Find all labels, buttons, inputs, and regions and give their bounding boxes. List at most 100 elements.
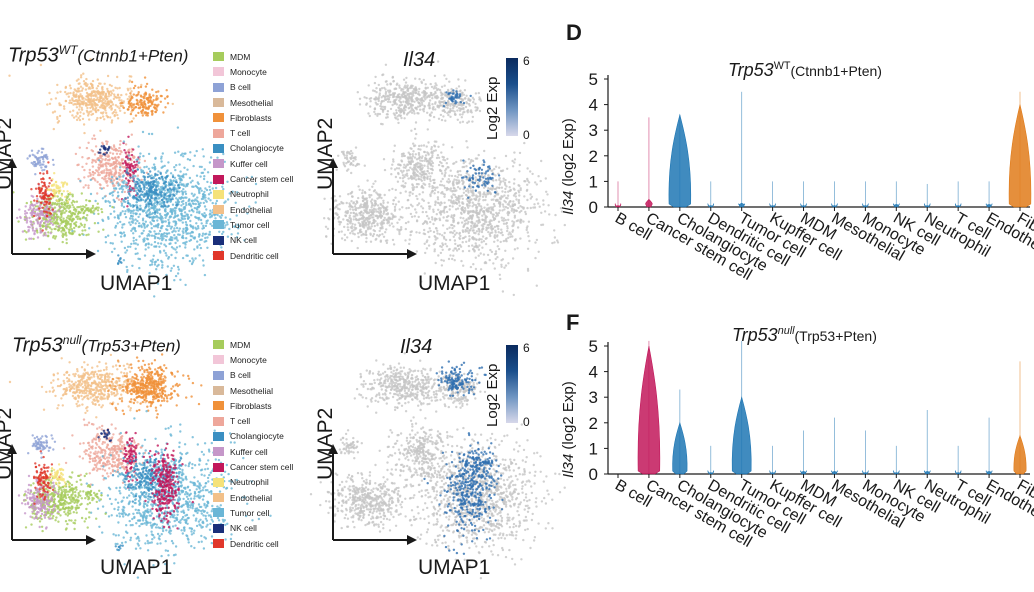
cell-point	[29, 220, 32, 223]
cell-point	[423, 96, 426, 99]
cell-point	[108, 106, 111, 109]
cell-point	[54, 210, 57, 213]
cell-point	[77, 78, 80, 81]
cell-point	[126, 245, 130, 248]
cell-point	[466, 109, 469, 113]
cell-point	[119, 235, 123, 238]
cell-point	[384, 63, 388, 66]
cell-point	[534, 181, 537, 184]
cell-point	[392, 158, 395, 161]
cell-point	[181, 256, 185, 260]
cell-point	[430, 85, 434, 89]
cell-point	[87, 114, 90, 117]
cell-point	[78, 225, 81, 228]
cell-point	[535, 198, 538, 201]
cell-point	[160, 191, 163, 194]
cell-point	[171, 102, 174, 106]
cell-point	[105, 140, 108, 143]
cell-point	[82, 215, 85, 219]
cell-point	[363, 164, 366, 167]
cell-point	[145, 242, 148, 246]
cell-point	[439, 91, 443, 94]
cell-point	[159, 242, 163, 245]
cell-point	[45, 224, 48, 227]
cell-point	[452, 249, 455, 252]
cell-point	[207, 197, 210, 200]
cell-point	[511, 257, 515, 260]
cell-point	[141, 209, 145, 213]
cell-point	[34, 173, 37, 176]
cell-point	[151, 258, 155, 261]
cell-point	[113, 247, 116, 250]
cell-point	[183, 152, 186, 155]
cell-point	[389, 82, 392, 86]
cell-point	[139, 152, 142, 155]
cell-point	[152, 184, 155, 187]
cell-point	[146, 114, 149, 117]
cell-point	[93, 101, 96, 105]
cell-point	[59, 197, 62, 200]
cell-point	[96, 202, 100, 205]
cell-point	[143, 237, 146, 240]
cell-point	[184, 221, 188, 224]
cell-point	[152, 163, 156, 166]
cell-point	[160, 157, 163, 160]
cell-point	[209, 156, 213, 159]
cell-point	[140, 170, 143, 173]
cell-point	[159, 186, 163, 189]
cell-point	[91, 176, 95, 180]
cell-point	[174, 274, 178, 278]
cell-point	[172, 229, 175, 232]
cell-point	[118, 96, 121, 99]
cell-point	[478, 229, 481, 232]
cell-point	[497, 227, 500, 231]
cell-point	[434, 108, 437, 111]
cell-point	[195, 199, 199, 202]
cell-point	[553, 236, 557, 239]
cell-point	[136, 243, 139, 246]
cell-point	[140, 110, 143, 113]
cell-point	[467, 244, 471, 248]
cell-point	[88, 199, 91, 203]
cell-point	[160, 233, 163, 236]
cell-point	[209, 181, 213, 184]
cell-point	[483, 149, 486, 153]
cell-point	[166, 212, 169, 215]
cell-point	[129, 217, 132, 220]
cell-point	[106, 184, 109, 187]
cell-point	[164, 245, 168, 248]
cell-point	[108, 159, 111, 162]
cell-point	[130, 110, 133, 114]
cell-point	[145, 186, 149, 190]
cell-point	[136, 99, 139, 103]
cell-point	[553, 229, 556, 232]
cell-point	[68, 84, 72, 87]
cell-point	[89, 178, 93, 182]
cell-point	[152, 215, 155, 218]
cell-point	[175, 222, 178, 225]
cell-point	[473, 237, 476, 240]
cell-point	[513, 151, 516, 154]
cell-point	[420, 168, 424, 171]
cell-point	[458, 187, 462, 190]
cell-point	[376, 97, 380, 101]
cell-point	[161, 177, 164, 180]
cell-point	[186, 184, 189, 188]
cluster-bcell	[26, 147, 55, 176]
cell-point	[429, 194, 432, 198]
cell-point	[167, 221, 171, 224]
cell-point	[146, 195, 149, 198]
cell-point	[498, 209, 501, 212]
cell-point	[180, 179, 183, 182]
cell-point	[81, 229, 84, 232]
cell-point	[479, 205, 483, 208]
cell-point	[441, 242, 444, 245]
cell-point	[150, 132, 154, 136]
cell-point	[198, 216, 201, 220]
cell-point	[472, 263, 475, 266]
cell-point	[72, 109, 75, 112]
cell-point	[62, 229, 66, 232]
cell-point	[452, 104, 455, 107]
cell-point	[148, 199, 152, 203]
